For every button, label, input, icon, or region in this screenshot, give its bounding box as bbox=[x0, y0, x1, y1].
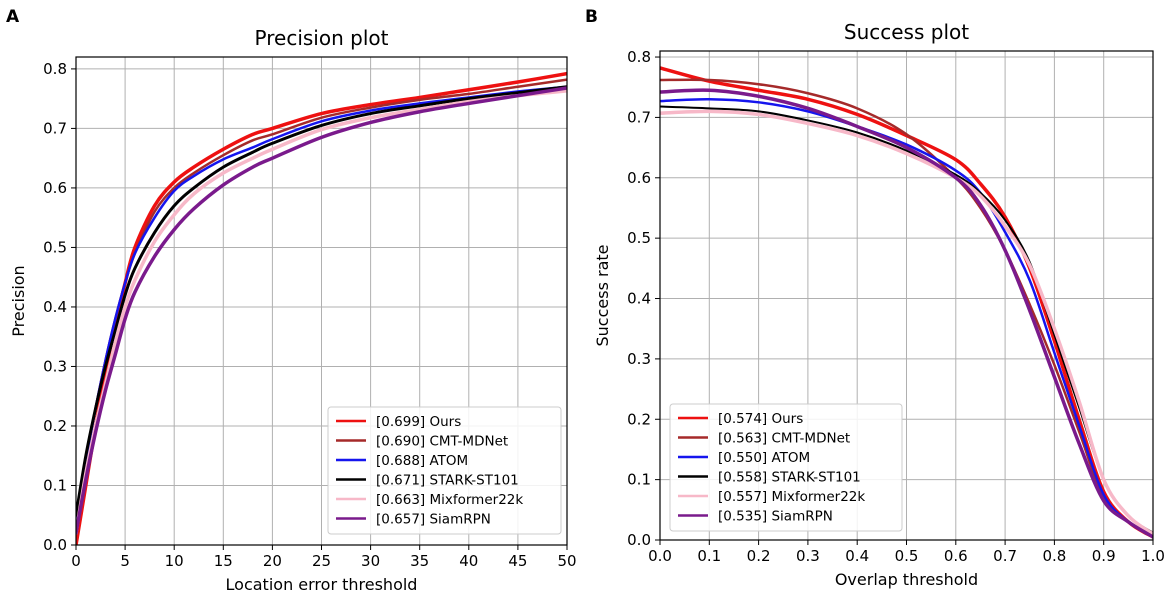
x-tick-label: 0.9 bbox=[1092, 547, 1116, 565]
x-tick-label: 30 bbox=[361, 552, 380, 570]
legend-label-siamrpn: [0.657] SiamRPN bbox=[376, 512, 491, 528]
legend-label-cmt-mdnet: [0.563] CMT-MDNet bbox=[718, 431, 850, 447]
x-tick-label: 25 bbox=[312, 552, 331, 570]
legend-label-mixformer22k: [0.557] Mixformer22k bbox=[718, 489, 865, 505]
legend-label-ours: [0.574] Ours bbox=[718, 411, 803, 427]
x-tick-label: 0.2 bbox=[747, 547, 771, 565]
legend-label-ours: [0.699] Ours bbox=[376, 414, 461, 430]
y-tick-label: 0.4 bbox=[43, 298, 67, 316]
legend-box bbox=[669, 403, 903, 532]
x-tick-label: 0.7 bbox=[993, 547, 1017, 565]
y-axis-label: Success rate bbox=[593, 245, 612, 347]
y-tick-label: 0.2 bbox=[627, 410, 651, 428]
series-line-mixformer22k bbox=[660, 109, 1153, 536]
y-tick-label: 0.8 bbox=[627, 48, 651, 66]
x-tick-label: 10 bbox=[165, 552, 184, 570]
x-tick-label: 1.0 bbox=[1141, 547, 1165, 565]
legend-label-cmt-mdnet: [0.690] CMT-MDNet bbox=[376, 434, 508, 450]
x-tick-label: 35 bbox=[410, 552, 429, 570]
y-axis-label: Precision bbox=[9, 265, 28, 336]
y-tick-label: 0.3 bbox=[627, 350, 651, 368]
x-axis-label: Location error threshold bbox=[226, 575, 418, 594]
legend: [0.699] Ours [0.690] CMT-MDNet [0.688] ATO… bbox=[327, 406, 562, 535]
chart-title: Precision plot bbox=[255, 26, 389, 50]
series-line-stark-st101 bbox=[76, 85, 567, 517]
x-tick-label: 0.4 bbox=[845, 547, 869, 565]
x-axis-label: Overlap threshold bbox=[835, 570, 978, 589]
panel-label-b: B bbox=[585, 7, 598, 27]
y-tick-label: 0.3 bbox=[43, 357, 67, 375]
legend-label-stark-st101: [0.558] STARK-ST101 bbox=[718, 470, 861, 486]
x-tick-label: 50 bbox=[557, 552, 576, 570]
legend-label-atom: [0.688] ATOM bbox=[376, 453, 468, 469]
x-tick-label: 0.0 bbox=[648, 547, 672, 565]
y-tick-label: 0.8 bbox=[43, 60, 67, 78]
series-line-siamrpn bbox=[660, 88, 1153, 539]
y-tick-label: 0.6 bbox=[43, 179, 67, 197]
y-tick-label: 0.1 bbox=[43, 476, 67, 494]
y-tick-label: 0.5 bbox=[627, 229, 651, 247]
series-lines bbox=[660, 66, 1153, 539]
x-tick-label: 5 bbox=[120, 552, 130, 570]
x-tick-label: 0.1 bbox=[697, 547, 721, 565]
panel-label-a: A bbox=[6, 7, 20, 27]
series-line-siamrpn bbox=[76, 86, 567, 535]
y-tick-label: 0.7 bbox=[43, 119, 67, 137]
precision-plot: 0 5 10 15 20 25 30 35 40 45 50 0.0 0.1 0.2 0.3 0.4 0.5 0.… bbox=[9, 26, 577, 594]
x-tick-label: 0.6 bbox=[944, 547, 968, 565]
x-tick-label: 0.5 bbox=[895, 547, 919, 565]
y-tick-label: 0.1 bbox=[627, 471, 651, 489]
x-tick-label: 0.3 bbox=[796, 547, 820, 565]
success-plot: 0.0 0.1 0.2 0.3 0.4 0.5 0.6 0.7 0.8 0.9 1.0 0.0 0.1 0… bbox=[593, 20, 1165, 589]
legend-label-mixformer22k: [0.663] Mixformer22k bbox=[376, 492, 523, 508]
legend: [0.574] Ours [0.563] CMT-MDNet [0.550] ATO… bbox=[669, 403, 903, 532]
x-tick-label: 20 bbox=[263, 552, 282, 570]
x-tick-label: 15 bbox=[214, 552, 233, 570]
y-tick-label: 0.2 bbox=[43, 417, 67, 435]
x-tick-label: 40 bbox=[459, 552, 478, 570]
legend-label-stark-st101: [0.671] STARK-ST101 bbox=[376, 473, 519, 489]
chart-title: Success plot bbox=[844, 20, 969, 44]
y-tick-label: 0.0 bbox=[43, 536, 67, 554]
legend-box bbox=[327, 406, 562, 535]
x-tick-label: 0 bbox=[71, 552, 81, 570]
y-tick-label: 0.4 bbox=[627, 290, 651, 308]
series-lines bbox=[76, 71, 567, 545]
legend-label-siamrpn: [0.535] SiamRPN bbox=[718, 509, 833, 525]
y-tick-label: 0.5 bbox=[43, 238, 67, 256]
x-tick-label: 0.8 bbox=[1042, 547, 1066, 565]
y-tick-label: 0.0 bbox=[627, 531, 651, 549]
x-tick-label: 45 bbox=[508, 552, 527, 570]
y-tick-label: 0.7 bbox=[627, 108, 651, 126]
legend-label-atom: [0.550] ATOM bbox=[718, 450, 810, 466]
y-tick-label: 0.6 bbox=[627, 169, 651, 187]
